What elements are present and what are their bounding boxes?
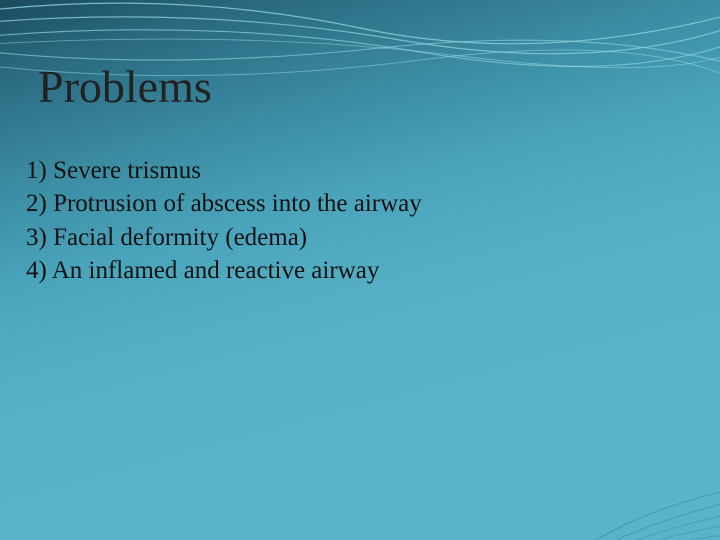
slide-title: Problems bbox=[38, 60, 212, 113]
list-item: 3) Facial deformity (edema) bbox=[26, 222, 690, 253]
list-item: 2) Protrusion of abscess into the airway bbox=[26, 188, 690, 219]
list-item: 1) Severe trismus bbox=[26, 155, 690, 186]
corner-waves-decoration bbox=[520, 420, 720, 540]
list-item: 4) An inflamed and reactive airway bbox=[26, 255, 690, 286]
slide: Problems 1) Severe trismus 2) Protrusion… bbox=[0, 0, 720, 540]
slide-content: 1) Severe trismus 2) Protrusion of absce… bbox=[26, 155, 690, 288]
